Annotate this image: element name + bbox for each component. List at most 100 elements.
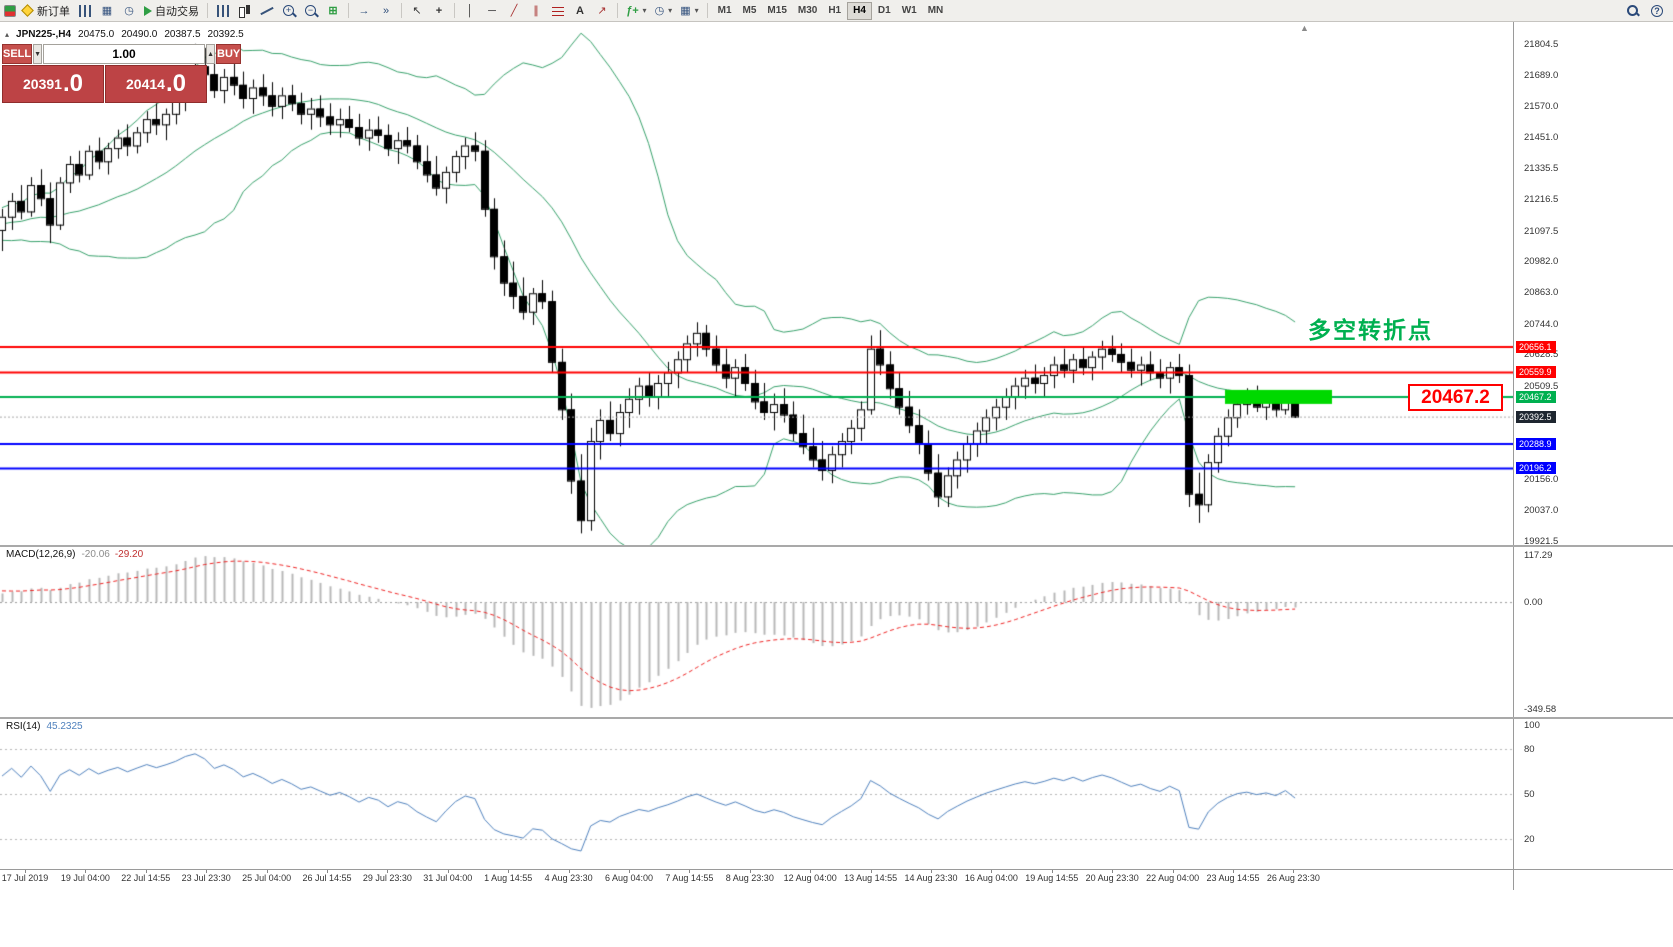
fibonacci-tool-button[interactable] xyxy=(548,1,568,21)
zoom-out-button[interactable] xyxy=(301,1,321,21)
price-callout[interactable]: 20467.2 xyxy=(1408,384,1503,411)
time-axis-label[interactable]: 29 Jul 23:30 xyxy=(362,873,412,883)
terminal-icon xyxy=(4,4,16,17)
toolbar-separator xyxy=(706,3,708,18)
timeframe-d1[interactable]: D1 xyxy=(877,5,891,16)
line-chart-type-button[interactable] xyxy=(257,1,277,21)
chart-window-icon[interactable] xyxy=(75,1,95,21)
time-axis-tick xyxy=(266,869,268,873)
buy-price-frac: .0 xyxy=(165,70,186,97)
timeframe-m30[interactable]: M30 xyxy=(797,5,818,16)
vertical-line-tool-button[interactable]: │ xyxy=(466,4,474,17)
time-axis-label[interactable]: 26 Jul 14:55 xyxy=(302,873,352,883)
horizontal-line-tool-button[interactable]: ─ xyxy=(488,4,496,17)
timeframe-mn[interactable]: MN xyxy=(927,5,944,16)
timeframe-m15[interactable]: M15 xyxy=(767,5,787,16)
time-axis-tick xyxy=(749,869,751,873)
price-tick-label: 20509.5 xyxy=(1524,380,1559,392)
bars-chart-type-button[interactable] xyxy=(213,1,233,21)
time-axis-label[interactable]: 22 Aug 04:00 xyxy=(1146,873,1200,883)
periods-dropdown[interactable]: ◷ ▾ xyxy=(654,4,673,17)
search-button[interactable] xyxy=(1623,1,1643,21)
profiles-icon[interactable]: ▦ xyxy=(101,4,113,17)
sell-price-button[interactable]: 20391 .0 xyxy=(2,65,104,103)
buy-button[interactable]: BUY xyxy=(216,44,242,64)
rsi-value: 45.2325 xyxy=(46,721,83,732)
templates-dropdown[interactable]: ▦ ▾ xyxy=(680,4,699,17)
time-axis-label[interactable]: 1 Aug 14:55 xyxy=(484,873,533,883)
rsi-panel-resize-handle[interactable] xyxy=(0,717,1673,719)
zoom-in-button[interactable] xyxy=(279,1,299,21)
time-axis-label[interactable]: 14 Aug 23:30 xyxy=(904,873,958,883)
volume-input[interactable] xyxy=(43,44,206,64)
time-axis-tick xyxy=(145,869,147,873)
time-axis-tick xyxy=(1233,869,1234,873)
time-axis-tick xyxy=(931,869,932,873)
time-axis-label[interactable]: 8 Aug 23:30 xyxy=(725,873,774,883)
time-axis-label[interactable]: 16 Aug 04:00 xyxy=(964,873,1018,883)
line-type-icon xyxy=(260,4,274,18)
macd-signal-value: -29.20 xyxy=(114,549,144,560)
time-axis-separator xyxy=(0,869,1673,870)
time-axis-label[interactable]: 19 Jul 04:00 xyxy=(60,873,110,883)
auto-scroll-button[interactable]: → xyxy=(358,4,370,17)
indicators-dropdown[interactable]: ƒ+ ▾ xyxy=(626,4,647,17)
help-button[interactable]: ? xyxy=(1647,1,1667,21)
time-axis-label[interactable]: 22 Jul 14:55 xyxy=(121,873,171,883)
rsi-scale-label: 80 xyxy=(1524,744,1535,755)
volume-decrease-button[interactable]: ▼ xyxy=(33,44,43,64)
price-tick-label: 21216.5 xyxy=(1524,194,1559,206)
autotrading-play-icon xyxy=(144,5,152,16)
time-axis-tick xyxy=(991,869,993,873)
time-axis-tick xyxy=(25,869,26,873)
time-axis-label[interactable]: 7 Aug 14:55 xyxy=(665,873,714,883)
time-axis-label[interactable]: 25 Jul 04:00 xyxy=(242,873,292,883)
rsi-label: RSI(14) xyxy=(6,721,41,732)
price-tick-label: 20628.5 xyxy=(1524,349,1559,361)
time-axis-label[interactable]: 26 Aug 23:30 xyxy=(1266,873,1320,883)
autotrading-button[interactable]: 自动交易 xyxy=(141,1,202,21)
buy-price-button[interactable]: 20414 .0 xyxy=(105,65,207,103)
turning-point-annotation[interactable]: 多空转折点 xyxy=(1308,317,1433,343)
time-axis-label[interactable]: 23 Jul 23:30 xyxy=(181,873,231,883)
time-axis-label[interactable]: 20 Aug 23:30 xyxy=(1085,873,1139,883)
text-label-tool-button[interactable]: A xyxy=(576,4,584,17)
time-axis-label[interactable]: 6 Aug 04:00 xyxy=(604,873,654,883)
time-axis-label[interactable]: 17 Jul 2019 xyxy=(1,873,49,883)
rsi-panel-canvas[interactable] xyxy=(0,719,1513,869)
cursor-tool-button[interactable]: ↖ xyxy=(412,4,422,17)
timeframe-h1[interactable]: H1 xyxy=(828,5,842,16)
toolbar-separator xyxy=(207,3,208,18)
volume-increase-button[interactable]: ▲ xyxy=(206,44,215,64)
timeframe-h4[interactable]: H4 xyxy=(847,1,872,20)
time-axis-label[interactable]: 31 Jul 04:00 xyxy=(423,873,473,883)
time-axis-label[interactable]: 23 Aug 14:55 xyxy=(1206,873,1260,883)
arrows-tool-button[interactable]: ↗ xyxy=(597,4,607,17)
price-tick-label: 20982.0 xyxy=(1524,256,1559,268)
trade-panel-expander[interactable]: ▴ xyxy=(5,30,10,39)
macd-panel-resize-handle[interactable] xyxy=(0,545,1673,547)
tile-windows-button[interactable]: ⊞ xyxy=(328,4,338,17)
symbol-ohlc-line: ▴ JPN225-,H4 20475.0 20490.0 20387.5 203… xyxy=(5,29,244,40)
fibonacci-icon xyxy=(552,5,564,16)
timeframe-m1[interactable]: M1 xyxy=(717,5,732,16)
timeframe-m5[interactable]: M5 xyxy=(742,5,757,16)
sell-button[interactable]: SELL xyxy=(2,44,33,64)
time-axis-tick xyxy=(447,869,449,873)
channel-tool-button[interactable]: ∥ xyxy=(533,4,539,17)
time-axis-label[interactable]: 12 Aug 04:00 xyxy=(783,873,837,883)
candles-chart-type-button[interactable] xyxy=(235,1,255,21)
market-watch-icon[interactable]: ◷ xyxy=(124,4,134,17)
time-axis-label[interactable]: 13 Aug 14:55 xyxy=(844,873,898,883)
time-axis-label[interactable]: 4 Aug 23:30 xyxy=(544,873,593,883)
crosshair-tool-button[interactable]: + xyxy=(435,4,443,17)
price-tick-label: 21097.5 xyxy=(1524,225,1559,237)
time-axis-label[interactable]: 19 Aug 14:55 xyxy=(1025,873,1079,883)
trendline-tool-button[interactable]: ╱ xyxy=(510,4,518,17)
timeframe-w1[interactable]: W1 xyxy=(901,5,917,16)
main-chart-canvas[interactable] xyxy=(0,22,1513,545)
chart-shift-button[interactable]: » xyxy=(382,4,390,17)
new-order-button[interactable]: 新订单 xyxy=(18,1,73,21)
toolbar-separator xyxy=(454,3,455,18)
macd-panel-canvas[interactable] xyxy=(0,547,1513,717)
